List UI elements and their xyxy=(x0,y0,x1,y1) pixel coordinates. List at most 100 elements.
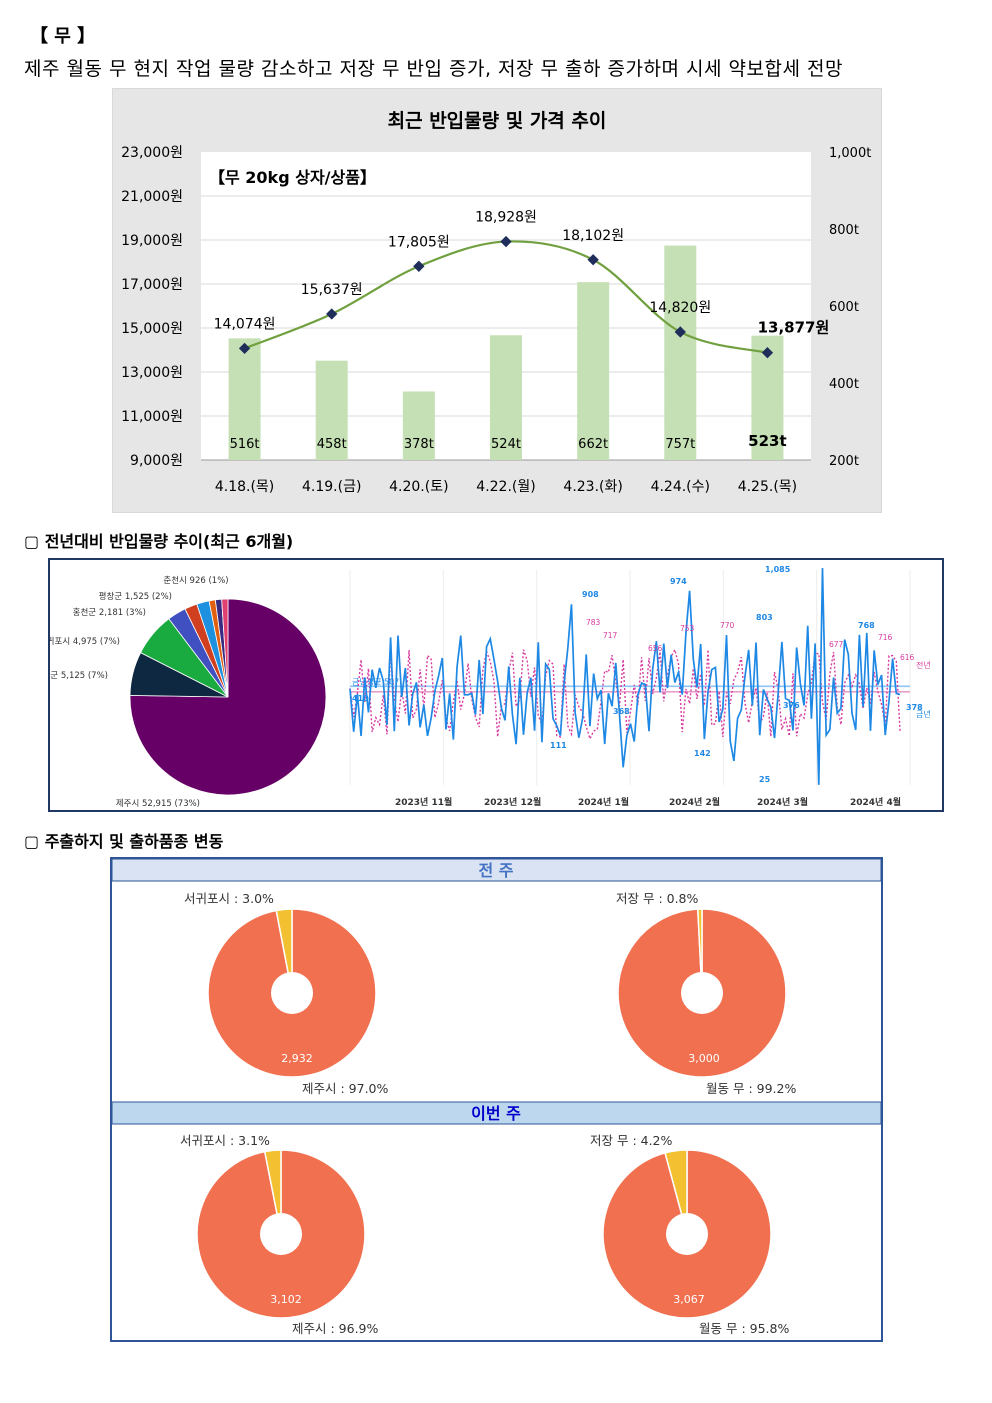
donut-slice-minor xyxy=(263,1149,282,1235)
band-this-week-label: 이번 주 xyxy=(471,1104,521,1123)
bar-value-label: 662t xyxy=(578,437,608,452)
category-label: 4.23.(화) xyxy=(563,479,622,495)
volume-bar xyxy=(490,335,522,460)
right-tick-label: 600t xyxy=(829,300,859,315)
price-label: 17,805원 xyxy=(388,234,450,250)
right-tick-label: 200t xyxy=(829,454,859,469)
chart-title: 최근 반입물량 및 가격 추이 xyxy=(388,110,607,132)
origin-variety-panel: 전 주 이번 주 2,932 서귀포시 : 3.0% 제주시 : 97.0% 3,00… xyxy=(110,857,883,1342)
bar-value-label: 523t xyxy=(748,432,786,450)
inner-label: 【무 20kg 상자/상품】 xyxy=(209,168,376,187)
donut-slice-minor xyxy=(275,908,293,994)
price-marker xyxy=(761,347,774,359)
category-label: 4.22.(월) xyxy=(476,479,535,495)
last-year-annotation: 716 xyxy=(878,633,893,642)
last-year-annotation: 677 xyxy=(829,640,844,649)
price-label: 18,928원 xyxy=(475,210,537,226)
last-year-annotation: 717 xyxy=(603,631,618,640)
x-tick-label: 2024년 1월 xyxy=(578,796,629,808)
category-label: 4.18.(목) xyxy=(215,479,274,495)
donut-minor-label: 저장 무 : 0.8% xyxy=(616,891,699,906)
this-year-annotation: 974 xyxy=(670,577,687,586)
last-year-annotation: 753 xyxy=(680,624,695,633)
left-tick-label: 13,000원 xyxy=(121,365,183,381)
donut-slice-minor xyxy=(664,1149,688,1235)
this-year-annotation: 1,085 xyxy=(765,565,791,574)
donut-major-label: 제주시 : 97.0% xyxy=(302,1081,388,1096)
donut-center-value: 3,000 xyxy=(688,1052,720,1065)
category-label: 4.20.(토) xyxy=(389,479,448,495)
last-year-line xyxy=(349,647,901,741)
pie-label: 평창군 1,525 (2%) xyxy=(99,591,172,602)
x-tick-label: 2024년 3월 xyxy=(757,796,808,808)
volume-bar xyxy=(577,282,610,460)
section-origin-change: ▢ 주출하지 및 출하품종 변동 xyxy=(24,832,224,851)
this-year-annotation: 768 xyxy=(858,621,875,630)
this-year-annotation: 368 xyxy=(613,707,630,716)
left-tick-label: 23,000원 xyxy=(121,145,183,161)
volume-bar xyxy=(402,391,435,460)
price-label: 13,877원 xyxy=(758,319,830,337)
this-year-annotation: 908 xyxy=(582,590,599,599)
right-tick-label: 1,000t xyxy=(829,146,871,161)
band-prev-week-label: 전 주 xyxy=(478,861,513,880)
last-year-annotation: 656 xyxy=(648,644,663,653)
bar-value-label: 524t xyxy=(491,437,521,452)
pie-slice xyxy=(221,598,229,698)
price-label: 15,637원 xyxy=(301,282,363,298)
left-tick-label: 21,000원 xyxy=(121,189,183,205)
left-tick-label: 15,000원 xyxy=(121,321,183,337)
donut-major-label: 월동 무 : 95.8% xyxy=(699,1321,789,1336)
right-tick-label: 800t xyxy=(829,223,859,238)
x-tick-label: 2023년 11월 xyxy=(395,796,452,808)
legend-last-year: 전년 xyxy=(916,660,931,670)
price-marker xyxy=(326,308,338,320)
volume-bar xyxy=(315,360,348,460)
this-year-line xyxy=(349,568,901,785)
pie-label: 춘천시 926 (1%) xyxy=(163,575,228,586)
category-label: 4.19.(금) xyxy=(302,479,361,495)
last-year-annotation: 770 xyxy=(720,621,735,630)
donut-slice-minor xyxy=(696,908,703,994)
this-year-annotation: 142 xyxy=(694,749,711,758)
category-label: 4.24.(수) xyxy=(651,479,710,495)
price-volume-chart: 23,000원 21,000원 19,000원 17,000원 15,000원 13,00… xyxy=(112,88,882,513)
this-year-annotation: 410 xyxy=(352,694,369,703)
left-tick-label: 17,000원 xyxy=(121,277,183,293)
category-label: 4.25.(목) xyxy=(738,479,797,495)
x-tick-label: 2023년 12월 xyxy=(484,796,541,808)
price-marker xyxy=(674,326,686,338)
bar-value-label: 516t xyxy=(230,437,260,452)
donut-major-label: 제주시 : 96.9% xyxy=(292,1321,378,1336)
section-title: 【 무 】 xyxy=(30,26,96,47)
price-label: 14,074원 xyxy=(214,316,276,332)
this-year-annotation: 803 xyxy=(756,613,773,622)
x-tick-label: 2024년 2월 xyxy=(669,796,720,808)
donut-hole xyxy=(271,972,313,1014)
donut-center-value: 3,067 xyxy=(673,1293,705,1306)
pie-label: 서귀포시 4,975 (7%) xyxy=(50,636,120,647)
price-marker xyxy=(500,235,512,248)
volume-trend-panel: 제주시 52,915 (73%) 고창군 5,125 (7%) 서귀포시 4,975… xyxy=(35,558,944,812)
price-label: 18,102원 xyxy=(562,228,624,244)
this-year-annotation: 376 xyxy=(783,701,800,710)
price-marker xyxy=(587,254,599,266)
section-volume-trend: ▢ 전년대비 반입물량 추이(최근 6개월) xyxy=(24,532,294,551)
average-label: 금년평균 507 xyxy=(352,676,399,686)
price-label: 14,820원 xyxy=(649,300,711,316)
last-year-annotation: 783 xyxy=(586,618,601,627)
donut-center-value: 3,102 xyxy=(270,1293,302,1306)
volume-trend-svg: 제주시 52,915 (73%) 고창군 5,125 (7%) 서귀포시 4,975… xyxy=(35,565,931,809)
this-year-annotation: 25 xyxy=(759,775,771,784)
last-year-annotation: 616 xyxy=(900,653,915,662)
donut-minor-label: 서귀포시 : 3.0% xyxy=(184,891,274,906)
donut-hole xyxy=(666,1213,708,1255)
legend-this-year: 금년 xyxy=(916,709,931,719)
donut-center-value: 2,932 xyxy=(281,1052,313,1065)
donut-hole xyxy=(260,1213,302,1255)
left-tick-label: 9,000원 xyxy=(130,453,183,469)
bar-value-label: 378t xyxy=(404,437,434,452)
headline: 제주 월동 무 현지 작업 물량 감소하고 저장 무 반입 증가, 저장 무 출… xyxy=(24,58,843,80)
left-tick-label: 11,000원 xyxy=(121,409,183,425)
pie-label: 고창군 5,125 (7%) xyxy=(50,671,108,681)
